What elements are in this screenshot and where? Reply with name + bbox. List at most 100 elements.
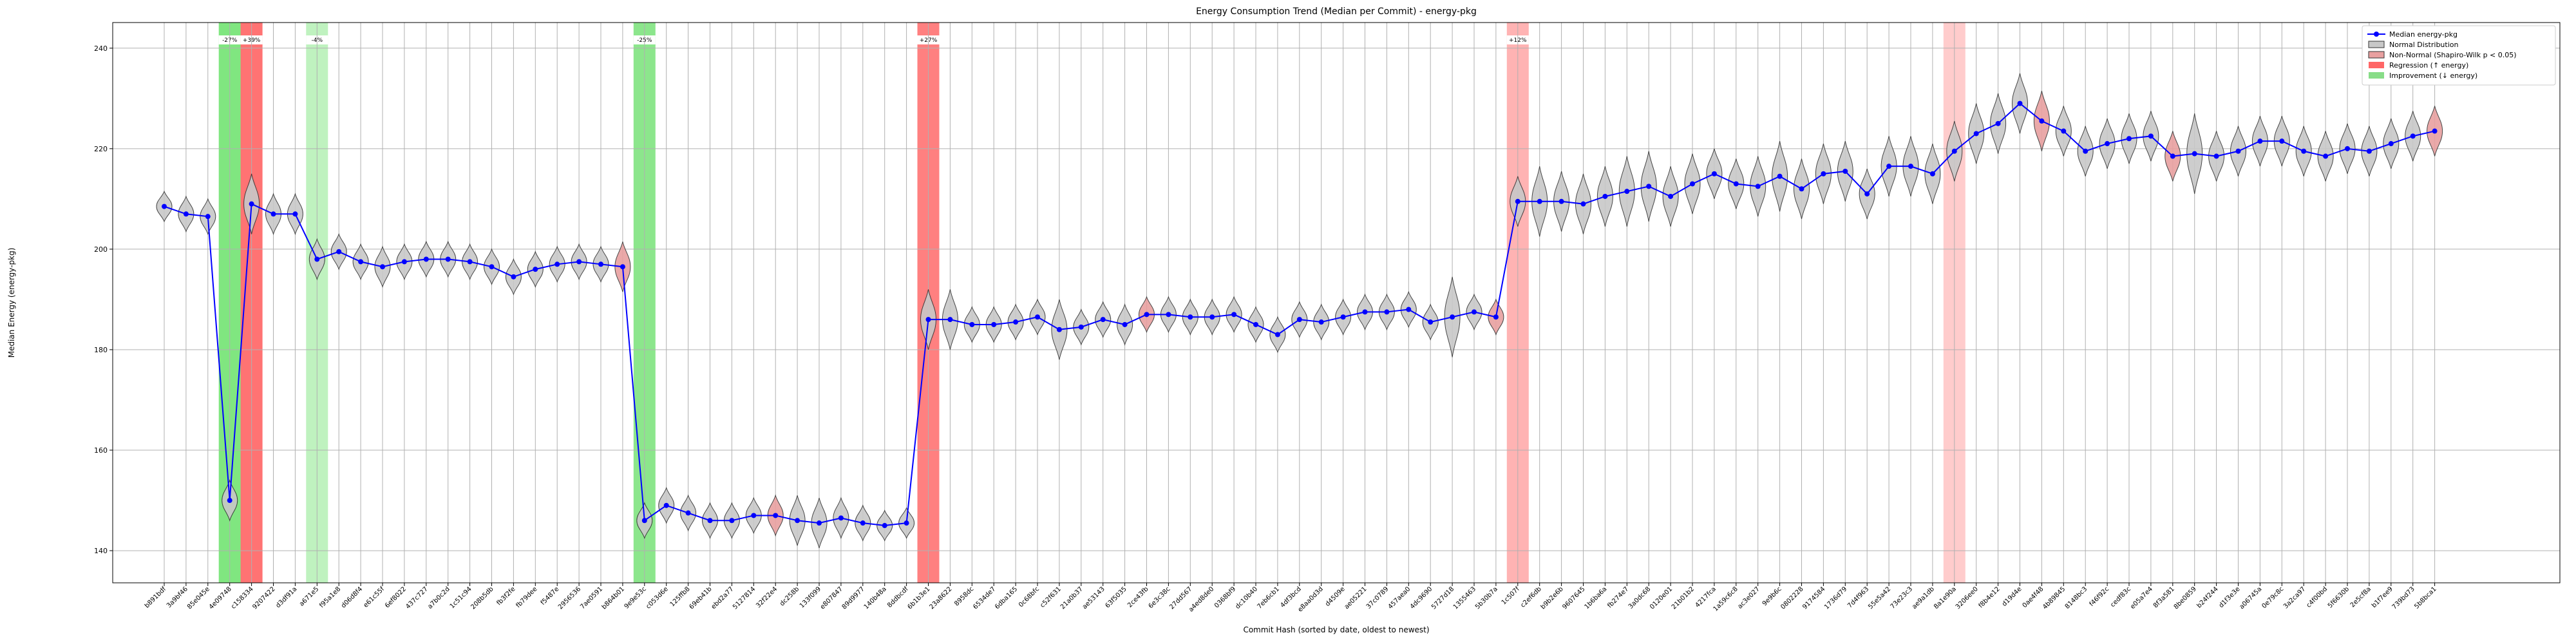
median-point (817, 520, 822, 526)
median-point (838, 515, 844, 521)
median-point (795, 518, 800, 524)
median-point (183, 211, 189, 217)
median-point (882, 523, 887, 529)
y-tick-label: 200 (94, 245, 108, 254)
median-point (663, 502, 669, 508)
median-point (2432, 128, 2438, 134)
legend-swatch (2368, 51, 2385, 59)
chart-title: Energy Consumption Trend (Median per Com… (1196, 6, 1477, 17)
median-point (1929, 171, 1935, 176)
median-point (904, 520, 909, 526)
median-point (1318, 319, 1324, 325)
median-point (1493, 314, 1499, 320)
median-point (249, 201, 254, 207)
median-point (729, 518, 735, 524)
median-point (1166, 312, 1171, 317)
median-point (991, 321, 997, 327)
median-point (1777, 173, 1783, 179)
median-point (467, 259, 473, 265)
legend-swatch (2374, 32, 2379, 37)
median-point (2061, 128, 2067, 134)
median-point (1274, 332, 1280, 337)
median-point (1340, 314, 1346, 320)
median-point (1013, 319, 1019, 325)
median-point (1209, 314, 1215, 320)
y-tick-label: 240 (94, 44, 108, 53)
median-point (1558, 198, 1564, 204)
y-tick-label: 220 (94, 145, 108, 153)
median-point (2213, 153, 2219, 159)
median-point (2410, 133, 2416, 139)
median-point (2105, 141, 2110, 147)
median-point (2039, 118, 2045, 124)
median-point (925, 317, 931, 323)
median-point (314, 256, 320, 262)
legend-label: Normal Distribution (2389, 41, 2458, 49)
median-point (969, 321, 975, 327)
median-point (1231, 312, 1237, 317)
median-point (1188, 314, 1193, 320)
median-point (1602, 193, 1608, 199)
median-point (2083, 148, 2088, 154)
median-point (380, 264, 385, 270)
median-point (511, 274, 516, 279)
median-point (270, 211, 276, 217)
median-point (1973, 131, 1979, 137)
median-point (1755, 184, 1761, 189)
median-point (1668, 193, 1674, 199)
median-point (1515, 198, 1520, 204)
median-point (1646, 184, 1652, 189)
x-axis-label: Commit Hash (sorted by date, oldest to n… (1243, 625, 1429, 634)
y-tick-label: 160 (94, 446, 108, 455)
median-point (1122, 321, 1128, 327)
median-point (1296, 317, 1302, 323)
median-point (685, 510, 691, 516)
median-point (1472, 309, 1477, 315)
median-point (489, 264, 495, 270)
median-point (641, 518, 647, 524)
median-point (1690, 181, 1695, 187)
median-point (2388, 141, 2394, 147)
median-point (445, 256, 451, 262)
median-point (1995, 120, 2001, 126)
y-axis-label: Median Energy (energy-pkg) (7, 248, 16, 358)
median-point (2366, 148, 2372, 154)
legend-label: Non-Normal (Shapiro-Wilk p < 0.05) (2389, 51, 2517, 59)
median-point (1908, 164, 1913, 169)
median-point (336, 249, 342, 254)
median-point (707, 518, 713, 524)
median-point (358, 259, 364, 265)
median-point (292, 211, 298, 217)
median-point (2017, 100, 2023, 106)
median-point (773, 513, 779, 518)
median-point (1733, 181, 1739, 187)
median-point (620, 264, 625, 270)
legend-swatch (2369, 72, 2384, 79)
median-point (2235, 148, 2241, 154)
median-point (1624, 189, 1630, 194)
median-point (947, 317, 953, 323)
median-point (2345, 146, 2350, 151)
plot-frame (112, 22, 2561, 583)
median-point (554, 261, 560, 267)
median-point (1842, 168, 1848, 174)
median-point (1886, 164, 1892, 169)
median-point (1580, 201, 1586, 207)
median-point (1428, 319, 1434, 325)
median-point (2126, 136, 2132, 142)
median-point (2148, 133, 2154, 139)
median-point (2279, 138, 2285, 144)
legend-label: Regression (↑ energy) (2389, 61, 2468, 70)
legend-label: Median energy-pkg (2389, 30, 2458, 39)
median-point (598, 261, 603, 267)
median-point (227, 498, 232, 504)
y-tick-label: 140 (94, 547, 108, 555)
median-point (1864, 191, 1870, 197)
median-point (423, 256, 429, 262)
median-point (2323, 153, 2329, 159)
legend-box (2362, 25, 2556, 86)
median-point (205, 214, 211, 220)
legend-label: Improvement (↓ energy) (2389, 71, 2477, 80)
